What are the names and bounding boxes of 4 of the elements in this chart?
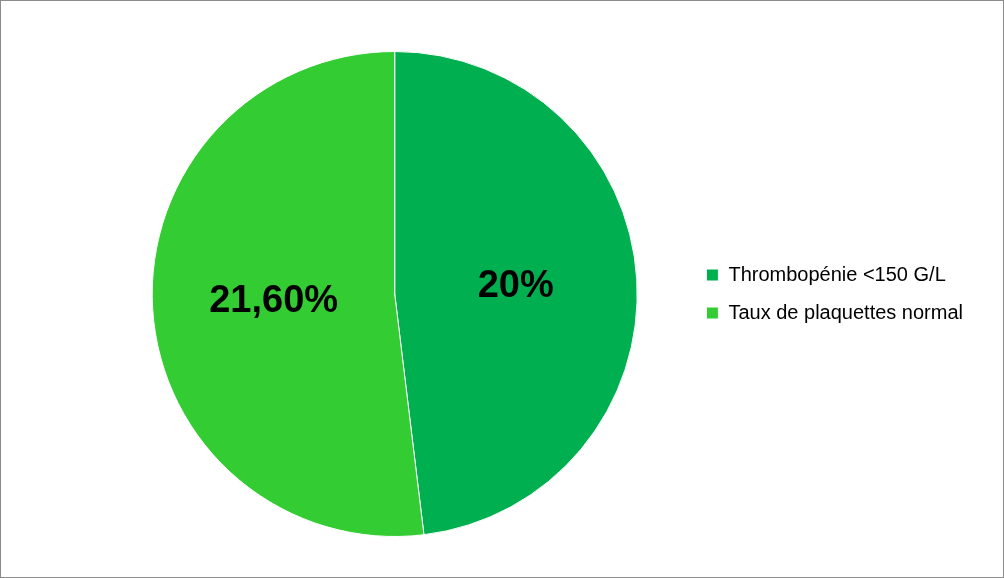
legend-label: Taux de plaquettes normal bbox=[728, 300, 963, 323]
data-label: 20% bbox=[477, 263, 554, 306]
data-label: 21,60% bbox=[209, 277, 339, 320]
legend-label: Thrombopénie <150 G/L bbox=[728, 262, 946, 285]
